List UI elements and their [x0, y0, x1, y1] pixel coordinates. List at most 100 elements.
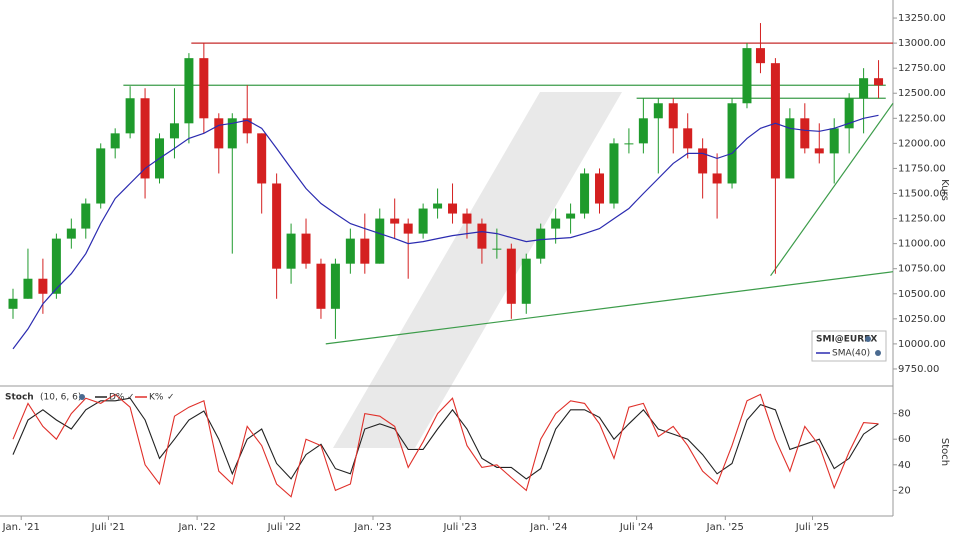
candle-body: [638, 118, 648, 144]
y-tick-label: 60: [898, 434, 911, 445]
candle-body: [184, 58, 194, 124]
candle-body: [770, 63, 780, 179]
candle-body: [375, 218, 385, 264]
candle-body: [96, 148, 106, 204]
candle-body: [814, 148, 824, 154]
x-tick-label: Juli '25: [795, 522, 830, 533]
candle-body: [477, 223, 487, 249]
candle-body: [844, 98, 854, 129]
legend-box: [811, 330, 887, 362]
stoch-line: [12, 397, 879, 480]
y-tick-label: 11000.00: [898, 239, 946, 250]
x-tick-label: Jan. '22: [177, 522, 215, 533]
candle-body: [403, 223, 413, 234]
annotation-line: [325, 271, 894, 345]
x-tick-label: Jan. '21: [2, 522, 40, 533]
y-tick-label: 10750.00: [898, 264, 946, 275]
candle-body: [448, 203, 458, 214]
y-tick-label: 11250.00: [898, 214, 946, 225]
legend-check: ✓: [127, 393, 135, 403]
candle-body: [199, 58, 209, 119]
candle-body: [169, 123, 179, 139]
candle-body: [301, 233, 311, 264]
candle-body: [683, 128, 693, 149]
candle-body: [829, 128, 839, 154]
candle-body: [51, 238, 61, 294]
y-axis-label: Stoch: [939, 438, 950, 466]
candle-body: [595, 173, 605, 204]
candle-body: [66, 228, 76, 239]
candle-body: [859, 78, 869, 99]
candle-body: [506, 248, 516, 304]
candle-body: [785, 118, 795, 179]
panel-parameters: (10, 6, 6): [40, 393, 81, 403]
candle-body: [38, 278, 48, 294]
y-tick-label: 13000.00: [898, 38, 946, 49]
y-tick-label: 20: [898, 485, 911, 496]
x-tick-label: Jan. '23: [353, 522, 391, 533]
candle-body: [257, 133, 267, 184]
legend-icon[interactable]: [875, 350, 881, 356]
x-tick-label: Jan. '25: [706, 522, 744, 533]
y-axis-label: Kurs: [939, 179, 950, 201]
y-tick-label: 12500.00: [898, 88, 946, 99]
x-tick-label: Juli '22: [267, 522, 302, 533]
candle-body: [345, 238, 355, 264]
y-tick-label: 9750.00: [898, 364, 939, 375]
candle-body: [8, 298, 18, 309]
candle-body: [214, 118, 224, 149]
legend-icon[interactable]: [865, 336, 871, 342]
candle-body: [551, 218, 561, 229]
candle-body: [521, 258, 531, 304]
y-tick-label: 11500.00: [898, 189, 946, 200]
x-tick-label: Juli '21: [91, 522, 126, 533]
y-tick-label: 10500.00: [898, 289, 946, 300]
y-tick-label: 40: [898, 460, 911, 471]
stoch-line: [12, 393, 879, 498]
watermark: [333, 92, 622, 448]
candle-body: [110, 133, 120, 149]
candle-body: [727, 103, 737, 184]
stoch-panel: 20 40 60 80 Jan. '21 Juli '21 Jan. '22 Juli '22…: [2, 393, 911, 533]
candle-body: [81, 203, 91, 229]
sma-line: [12, 114, 879, 350]
candle-body: [698, 148, 708, 174]
candle-body: [609, 143, 619, 204]
candle-body: [566, 213, 576, 219]
candle-body: [125, 98, 135, 134]
legend-label: SMA(40): [832, 349, 870, 359]
candle-body: [492, 248, 502, 250]
candle-body: [242, 118, 252, 134]
y-tick-label: 12000.00: [898, 138, 946, 149]
candle-body: [390, 218, 400, 224]
candle-body: [755, 48, 765, 64]
y-tick-label: 12750.00: [898, 63, 946, 74]
candle-body: [874, 78, 884, 86]
candle-body: [742, 48, 752, 104]
settings-icon[interactable]: [79, 394, 85, 400]
candle-body: [580, 173, 590, 214]
candle-body: [316, 263, 326, 309]
y-tick-label: 80: [898, 409, 911, 420]
y-tick-label: 13250.00: [898, 13, 946, 24]
candle-body: [272, 183, 282, 269]
panel-title: Stoch: [5, 393, 34, 403]
price-panel: 9750.00 10000.00 10250.00 10500.00 10750.00 1…: [8, 13, 946, 375]
candle-body: [286, 233, 296, 269]
x-tick-label: Juli '23: [442, 522, 477, 533]
y-tick-label: 11750.00: [898, 163, 946, 174]
candle-body: [418, 208, 428, 234]
candle-body: [624, 143, 634, 145]
legend-title: SMI@EUREX: [816, 335, 877, 345]
y-tick-label: 10000.00: [898, 339, 946, 350]
y-tick-label: 10250.00: [898, 314, 946, 325]
candle-body: [712, 173, 722, 184]
legend-label: D%: [109, 393, 125, 403]
candle-body: [227, 118, 237, 149]
candle-body: [330, 263, 340, 309]
candle-body: [140, 98, 150, 179]
candle-body: [433, 203, 443, 209]
candle-body: [360, 238, 370, 264]
candle-body: [462, 213, 472, 224]
candle-body: [800, 118, 810, 149]
